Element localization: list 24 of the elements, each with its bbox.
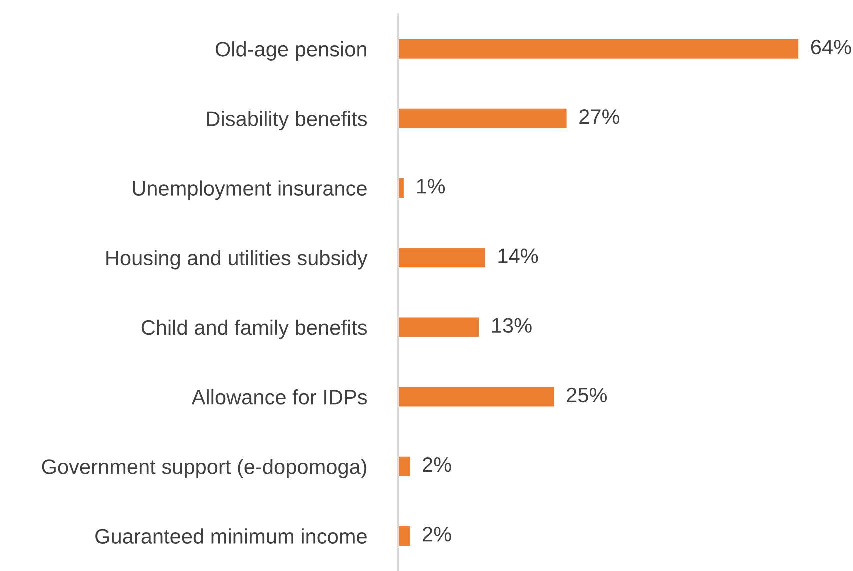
data-label: 25% (567, 388, 608, 403)
data-label: 2% (423, 457, 452, 472)
data-label: 64% (811, 40, 852, 55)
data-label: 14% (498, 248, 538, 264)
data-label: 1% (417, 179, 446, 194)
bar (398, 108, 568, 130)
data-label: 27% (580, 110, 620, 124)
bar (398, 316, 480, 339)
y-tick-label: Allowance for IDPs (192, 389, 368, 405)
bar (398, 177, 406, 200)
bar (398, 386, 556, 408)
bar (398, 525, 412, 548)
data-label: 2% (423, 527, 452, 542)
y-tick-label: Child and family benefits (142, 320, 368, 340)
data-label: 13% (492, 318, 532, 334)
y-tick-label: Housing and utilities subsidy (106, 250, 368, 270)
bar (398, 38, 800, 60)
bar (398, 246, 487, 269)
y-tick-label: Guaranteed minimum income (96, 528, 367, 544)
y-tick-label: Old-age pension (216, 42, 366, 61)
bar (398, 455, 412, 478)
y-tick-label: Unemployment insurance (133, 180, 367, 200)
y-tick-label: Disability benefits (207, 111, 368, 131)
y-tick-label: Government support (e-dopomoga) (42, 459, 367, 478)
